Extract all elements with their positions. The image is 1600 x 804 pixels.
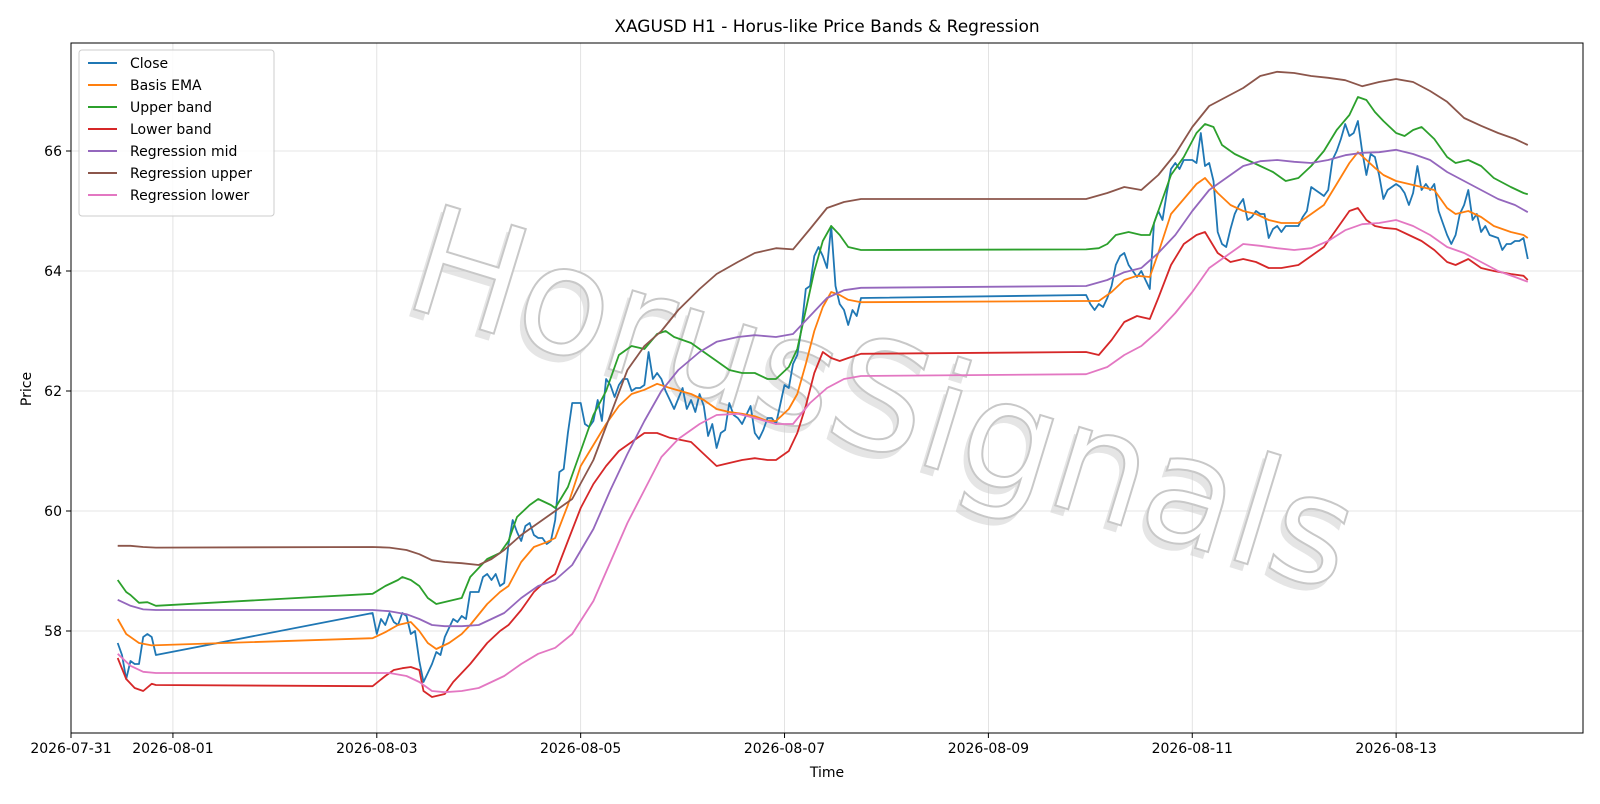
series-line-lower-band bbox=[116, 207, 1529, 698]
y-axis-label: Price bbox=[19, 372, 35, 406]
legend-label: Upper band bbox=[130, 100, 212, 116]
chart-title: XAGUSD H1 - Horus-like Price Bands & Reg… bbox=[614, 17, 1039, 37]
legend: Close Basis EMA Upper band Lower band Regres… bbox=[78, 49, 275, 217]
legend-label: Close bbox=[130, 56, 168, 72]
legend-label: Basis EMA bbox=[130, 78, 202, 94]
y-tick-label: 62 bbox=[44, 384, 62, 400]
series-line-close bbox=[116, 120, 1529, 683]
plot-frame bbox=[70, 42, 1584, 734]
series-lines bbox=[116, 70, 1529, 698]
grid bbox=[70, 43, 1583, 733]
x-axis-label: Time bbox=[809, 765, 844, 781]
series-line-basis-ema bbox=[116, 151, 1529, 650]
x-tick-label: 2026-08-07 bbox=[744, 741, 825, 757]
legend-label: Regression lower bbox=[130, 188, 250, 204]
series-line-upper-band bbox=[116, 96, 1529, 607]
legend-label: Regression upper bbox=[130, 166, 252, 182]
y-tick-label: 58 bbox=[44, 624, 62, 640]
series-line-regression-lower bbox=[117, 219, 1529, 694]
y-axis-ticks: 58 60 62 64 66 bbox=[44, 144, 71, 640]
y-tick-label: 60 bbox=[44, 504, 62, 520]
y-tick-label: 64 bbox=[44, 264, 62, 280]
x-tick-label: 2026-08-09 bbox=[948, 741, 1029, 757]
x-tick-label: 2026-08-13 bbox=[1355, 741, 1436, 757]
x-tick-label: 2026-08-11 bbox=[1152, 741, 1233, 757]
series-line-regression-mid bbox=[117, 148, 1529, 628]
legend-label: Regression mid bbox=[130, 144, 237, 160]
series-line-regression-upper bbox=[117, 70, 1529, 566]
legend-label: Lower band bbox=[130, 122, 212, 138]
x-tick-label: 2026-08-01 bbox=[132, 741, 213, 757]
y-tick-label: 66 bbox=[44, 144, 62, 160]
x-tick-label: 2026-08-05 bbox=[540, 741, 621, 757]
x-axis-ticks: 2026-07-31 2026-08-01 2026-08-03 2026-08-05… bbox=[30, 733, 1437, 757]
x-tick-label: 2026-07-31 bbox=[30, 741, 111, 757]
x-tick-label: 2026-08-03 bbox=[336, 741, 417, 757]
legend-box bbox=[78, 49, 275, 217]
